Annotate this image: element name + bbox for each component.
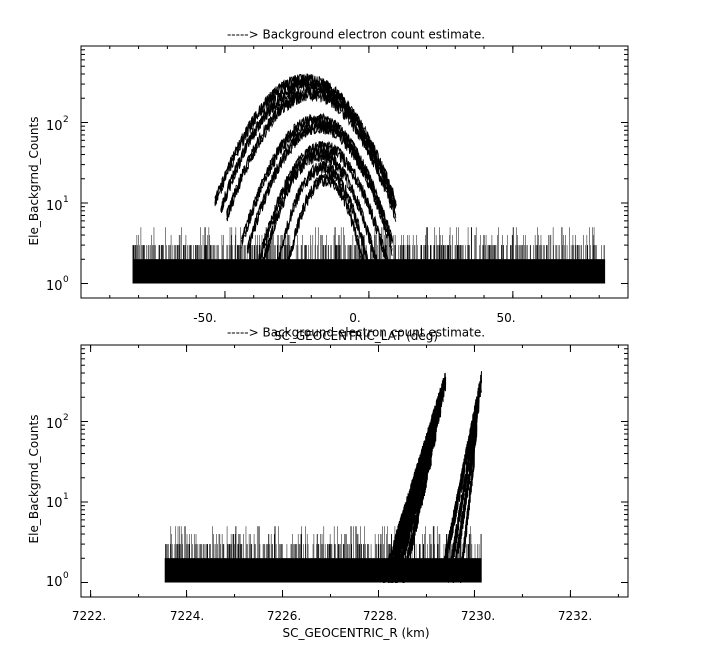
y-axis-label: Ele_Backgrnd_Counts — [27, 117, 41, 246]
x-tick-label: 7224. — [170, 609, 204, 623]
series-line — [402, 446, 432, 583]
x-tick-label: 0. — [349, 311, 360, 325]
x-tick-label: -50. — [193, 311, 216, 325]
x-tick-label: 50. — [496, 311, 515, 325]
svg-text:10: 10 — [46, 119, 63, 134]
series-line — [259, 148, 381, 282]
x-tick-label: 7228. — [363, 609, 397, 623]
background-baseline-band — [164, 558, 482, 583]
series-line — [452, 416, 478, 583]
series-line — [387, 381, 444, 583]
x-axis-label: SC_GEOCENTRIC_R (km) — [283, 626, 430, 640]
x-tick-label: 7230. — [461, 609, 495, 623]
svg-text:2: 2 — [63, 115, 69, 125]
chart-title: -----> Background electron count estimat… — [227, 326, 485, 340]
y-tick-label: 10 1 — [46, 195, 69, 214]
series-line — [273, 160, 374, 284]
y-tick-label: 10 0 — [46, 275, 69, 294]
svg-text:10: 10 — [46, 496, 63, 511]
y-axis-label: Ele_Backgrnd_Counts — [27, 415, 41, 544]
chart-title: -----> Background electron count estimat… — [227, 28, 485, 42]
svg-text:10: 10 — [46, 199, 63, 214]
series-line — [447, 392, 480, 583]
axis-ticks — [81, 345, 628, 597]
y-tick-label: 10 2 — [46, 115, 69, 134]
series-line — [246, 118, 393, 256]
svg-text:0: 0 — [63, 275, 69, 285]
chart-panel-radius: -----> Background electron count estimat… — [27, 326, 629, 640]
x-tick-label: 7232. — [558, 609, 592, 623]
svg-text:10: 10 — [46, 417, 63, 432]
series-line — [440, 371, 483, 583]
plot-frame — [80, 45, 629, 299]
svg-text:1: 1 — [63, 195, 69, 205]
x-tick-label: 7226. — [267, 609, 301, 623]
chart-panel-latitude: -----> Background electron count estimat… — [27, 28, 629, 343]
series-line — [283, 173, 368, 284]
x-axis-label: SC_GEOCENTRIC_LAT (deg) — [274, 329, 438, 343]
plot-area — [164, 371, 483, 583]
plot-area — [132, 73, 606, 284]
series-line — [226, 86, 397, 222]
series-line — [459, 446, 475, 583]
svg-text:1: 1 — [63, 492, 69, 502]
y-tick-label: 10 2 — [46, 413, 69, 432]
svg-text:10: 10 — [46, 575, 63, 590]
y-tick-label: 10 1 — [46, 492, 69, 511]
y-tick-label: 10 0 — [46, 571, 69, 590]
svg-text:0: 0 — [63, 571, 69, 581]
x-tick-label: 7222. — [72, 609, 106, 623]
svg-text:2: 2 — [63, 413, 69, 423]
axis-ticks — [80, 46, 629, 298]
svg-text:10: 10 — [46, 279, 63, 294]
plot-frame — [80, 344, 629, 598]
